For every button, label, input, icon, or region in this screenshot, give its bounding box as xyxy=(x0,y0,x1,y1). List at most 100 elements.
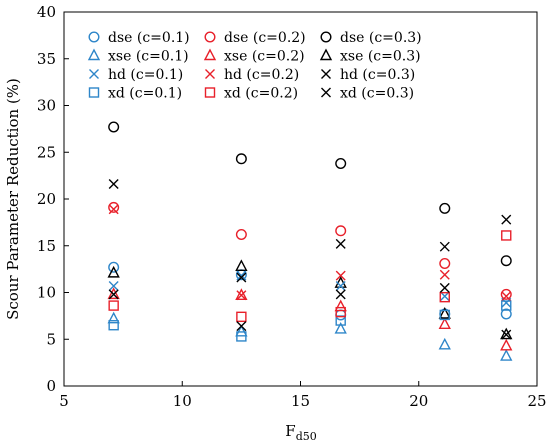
data-point xyxy=(501,230,512,241)
y-tick-label: 0 xyxy=(46,377,56,395)
data-point xyxy=(500,327,513,340)
legend-marker xyxy=(319,48,333,61)
x-tick-label: 5 xyxy=(59,392,69,410)
data-point xyxy=(335,280,346,291)
y-tick-label: 5 xyxy=(46,330,56,348)
legend-marker xyxy=(320,31,332,43)
legend-label: hd (c=0.3) xyxy=(340,67,415,83)
legend-label: xd (c=0.2) xyxy=(224,86,298,102)
legend-label: hd (c=0.1) xyxy=(108,67,183,83)
legend-marker xyxy=(204,87,216,98)
data-point xyxy=(438,317,451,329)
y-tick-label: 15 xyxy=(37,237,56,255)
data-point xyxy=(439,269,450,280)
data-point xyxy=(107,265,120,278)
data-point xyxy=(335,157,347,169)
x-tick-label: 20 xyxy=(409,392,428,410)
data-point xyxy=(236,290,247,301)
legend-label: dse (c=0.2) xyxy=(224,30,306,46)
data-point xyxy=(108,300,119,311)
data-point xyxy=(335,309,347,321)
data-point xyxy=(108,320,119,331)
data-point xyxy=(501,300,512,311)
y-tick-label: 35 xyxy=(37,50,56,68)
data-point xyxy=(236,311,247,323)
data-point xyxy=(235,288,248,301)
data-point xyxy=(439,309,450,321)
y-tick-label: 10 xyxy=(37,284,56,302)
data-point xyxy=(335,238,346,249)
data-point xyxy=(500,308,512,320)
legend-label: hd (c=0.2) xyxy=(224,67,299,83)
data-point xyxy=(501,214,512,225)
legend-marker xyxy=(88,31,100,43)
legend-label: xd (c=0.1) xyxy=(108,86,182,102)
y-tick-label: 40 xyxy=(37,3,56,21)
data-point xyxy=(236,331,247,342)
data-point xyxy=(334,321,347,334)
data-point xyxy=(439,291,450,303)
data-point xyxy=(335,306,346,318)
data-point xyxy=(335,225,347,237)
legend-label: xse (c=0.1) xyxy=(108,49,189,65)
legend-label: xse (c=0.3) xyxy=(340,49,421,65)
legend-label: xd (c=0.3) xyxy=(340,86,414,102)
data-point xyxy=(236,321,247,332)
data-point xyxy=(108,289,119,300)
data-point xyxy=(500,338,513,351)
data-point xyxy=(500,288,512,300)
data-points xyxy=(107,121,513,361)
data-point xyxy=(235,229,247,241)
y-axis-label: Scour Parameter Reduction (%) xyxy=(4,78,22,320)
legend: dse (c=0.1) dse (c=0.2) dse (c=0.3) xse (c=… xyxy=(87,30,422,102)
data-point xyxy=(108,204,119,215)
data-point xyxy=(334,299,347,312)
legend-marker xyxy=(87,48,101,61)
data-point xyxy=(439,282,450,293)
y-tick-label: 20 xyxy=(37,190,56,208)
legend-marker xyxy=(205,69,215,79)
data-point xyxy=(108,179,119,190)
data-point xyxy=(501,291,512,302)
data-point xyxy=(439,202,451,214)
data-point xyxy=(439,241,450,252)
data-point xyxy=(108,280,119,291)
x-tick-label: 15 xyxy=(291,392,310,410)
data-point xyxy=(438,307,451,319)
data-point xyxy=(438,337,451,350)
x-axis-label: Fd50 xyxy=(285,422,316,443)
legend-marker xyxy=(321,69,331,79)
y-tick-label: 30 xyxy=(37,97,56,115)
data-point xyxy=(236,272,247,283)
data-point xyxy=(335,289,346,300)
data-point xyxy=(235,259,248,272)
legend-marker xyxy=(88,87,100,98)
legend-box xyxy=(78,22,435,116)
data-point xyxy=(235,324,248,337)
data-point xyxy=(335,270,346,281)
data-point xyxy=(236,270,247,281)
legend-label: dse (c=0.1) xyxy=(108,30,190,46)
legend-label: xse (c=0.2) xyxy=(224,49,305,65)
x-tick-label: 25 xyxy=(527,392,546,410)
x-tick-label: 10 xyxy=(173,392,192,410)
data-point xyxy=(235,153,247,165)
legend-marker xyxy=(203,48,217,61)
data-point xyxy=(501,329,512,340)
legend-marker xyxy=(89,69,99,79)
data-point xyxy=(107,311,120,324)
data-point xyxy=(107,287,120,300)
data-point xyxy=(500,255,512,267)
data-point xyxy=(500,349,513,361)
data-point xyxy=(108,261,120,273)
legend-marker xyxy=(204,31,216,43)
data-point xyxy=(334,276,347,288)
legend-label: dse (c=0.3) xyxy=(340,30,422,46)
legend-marker xyxy=(321,87,331,98)
y-tick-label: 25 xyxy=(37,143,56,161)
data-point xyxy=(439,258,451,270)
data-point xyxy=(108,121,120,133)
data-point xyxy=(108,201,120,213)
